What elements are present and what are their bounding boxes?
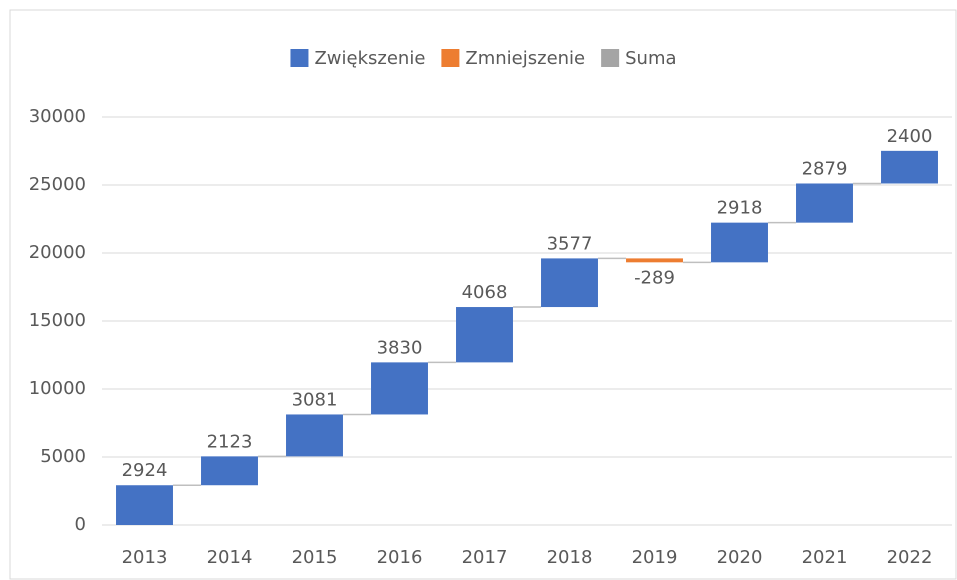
legend-swatch <box>601 49 620 67</box>
y-tick-label: 15000 <box>29 310 86 331</box>
chart-border <box>9 9 957 580</box>
bar <box>371 362 428 415</box>
x-tick-label: 2022 <box>887 547 933 568</box>
legend-swatch <box>441 49 460 67</box>
x-tick-label: 2013 <box>122 547 168 568</box>
y-tick-label: 25000 <box>29 174 86 195</box>
data-label: 4068 <box>462 282 508 303</box>
x-tick-label: 2018 <box>547 547 593 568</box>
legend-label: Zwiększenie <box>314 48 425 69</box>
y-tick-label: 0 <box>75 514 86 535</box>
data-label: 3830 <box>377 337 423 358</box>
bar <box>116 485 173 525</box>
data-label: 2879 <box>802 158 848 179</box>
legend-label: Suma <box>625 48 676 69</box>
data-label: 2918 <box>717 198 763 219</box>
bar <box>881 150 938 184</box>
x-tick-label: 2019 <box>632 547 678 568</box>
data-label: 3577 <box>547 233 593 254</box>
x-tick-label: 2020 <box>717 547 763 568</box>
data-label: 2123 <box>207 431 253 452</box>
x-tick-label: 2021 <box>802 547 848 568</box>
bar <box>201 456 258 486</box>
y-tick-label: 5000 <box>40 446 86 467</box>
x-tick-label: 2016 <box>377 547 423 568</box>
data-label: 2924 <box>122 460 168 481</box>
y-tick-label: 20000 <box>29 242 86 263</box>
legend-label: Zmniejszenie <box>465 48 585 69</box>
bar <box>626 258 683 263</box>
legend-swatch <box>290 49 309 67</box>
y-tick-label: 30000 <box>29 106 86 127</box>
data-label: 2400 <box>887 126 933 147</box>
bar <box>541 258 598 308</box>
x-tick-label: 2017 <box>462 547 508 568</box>
x-tick-label: 2014 <box>207 547 253 568</box>
bar <box>456 307 513 363</box>
bar <box>286 414 343 457</box>
data-label: 3081 <box>292 389 338 410</box>
bar <box>796 183 853 223</box>
y-tick-label: 10000 <box>29 378 86 399</box>
data-label: -289 <box>634 267 675 288</box>
bar <box>711 222 768 263</box>
x-tick-label: 2015 <box>292 547 338 568</box>
